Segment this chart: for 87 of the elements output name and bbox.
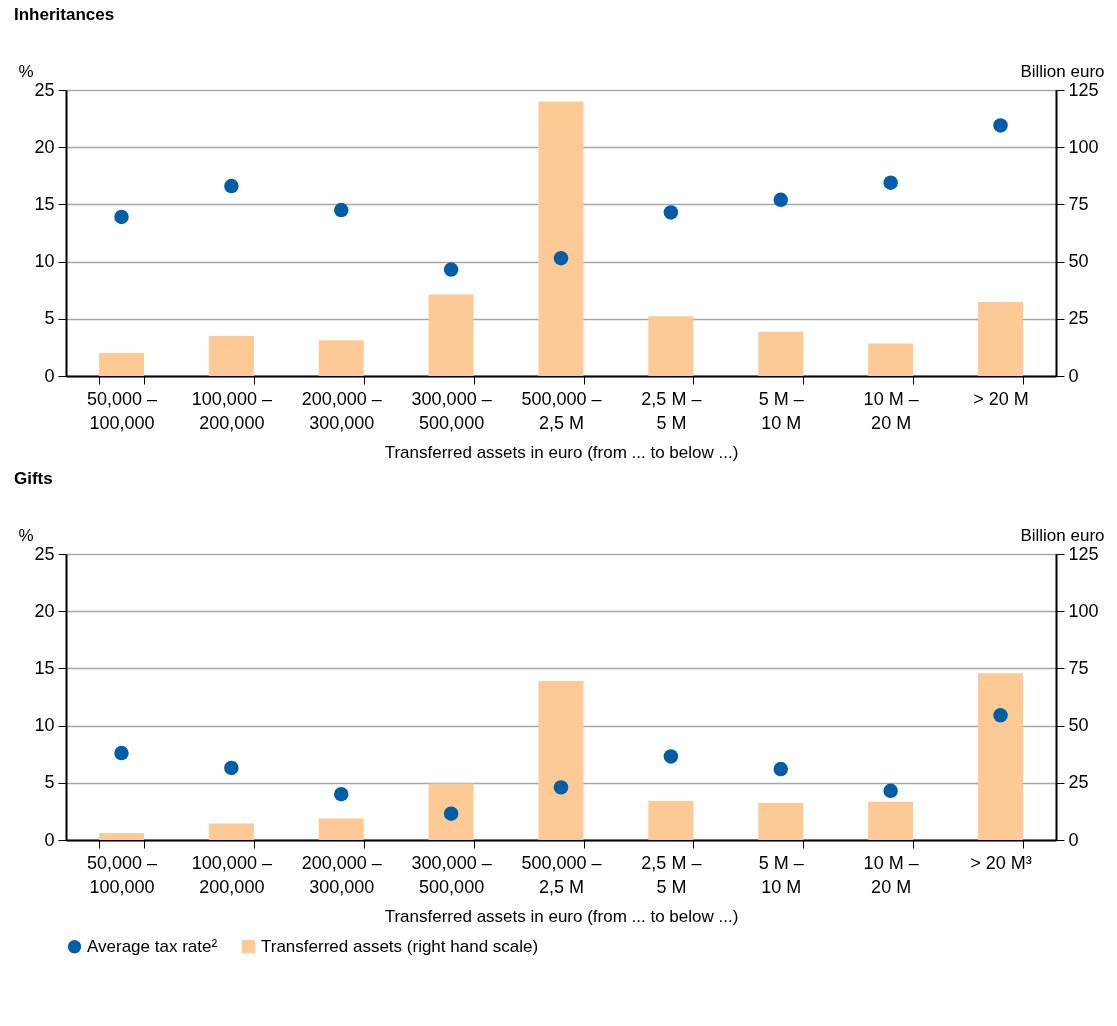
point xyxy=(663,205,679,220)
y2-tick-label: 25 xyxy=(1068,308,1089,329)
point xyxy=(993,708,1008,723)
x-tick-label: 2,5 M – 5 M xyxy=(641,852,702,897)
x-tick-label: > 20 M³ xyxy=(970,852,1032,873)
x-axis-title: Transferred assets in euro (from ... to below ...) xyxy=(384,442,739,462)
y-tick-label: 0 xyxy=(44,829,55,850)
legend-label: Average tax rate² xyxy=(87,936,218,956)
point xyxy=(224,760,239,776)
bar xyxy=(977,673,1024,840)
point xyxy=(993,118,1008,133)
x-tick-label: 500,000 – 2,5 M xyxy=(521,852,602,897)
y-tick-label: 25 xyxy=(34,79,55,100)
x-tick-label: 50,000 – 100,000 xyxy=(86,852,158,897)
point xyxy=(334,202,349,218)
x-tick-label: 5 M – 10 M xyxy=(758,388,804,433)
y-tick-label: 10 xyxy=(34,715,55,736)
point xyxy=(334,787,349,802)
y-axis-title: % xyxy=(18,525,34,545)
x-tick-label: 200,000 – 300,000 xyxy=(301,388,382,433)
y-axis-title: % xyxy=(18,61,34,81)
y-tick-label: 0 xyxy=(44,365,55,386)
x-tick-label: 300,000 – 500,000 xyxy=(411,852,492,897)
bar xyxy=(758,802,804,840)
legend-label: Transferred assets (right hand scale) xyxy=(261,936,539,956)
bar xyxy=(428,294,474,376)
point xyxy=(883,783,898,799)
y2-tick-label: 50 xyxy=(1068,715,1089,736)
bar xyxy=(428,783,474,840)
y2-tick-label: 100 xyxy=(1068,136,1099,157)
bar xyxy=(648,800,694,840)
bar xyxy=(758,331,804,376)
point xyxy=(773,761,788,777)
point xyxy=(114,209,129,225)
bar xyxy=(318,340,364,376)
point xyxy=(114,745,129,761)
bar xyxy=(98,353,145,376)
x-tick-label: 2,5 M – 5 M xyxy=(641,388,702,433)
y-tick-label: 20 xyxy=(34,600,55,621)
point xyxy=(224,178,239,194)
x-tick-label: > 20 M xyxy=(973,388,1029,409)
y-tick-label: 15 xyxy=(34,193,55,214)
x-tick-label: 10 M – 20 M xyxy=(863,852,919,897)
point xyxy=(773,192,788,208)
bar xyxy=(648,316,694,376)
point xyxy=(443,262,459,277)
bar xyxy=(98,832,145,840)
y2-axis-title: Billion euro xyxy=(1020,525,1105,545)
y2-tick-label: 50 xyxy=(1068,251,1089,272)
point xyxy=(553,780,569,795)
x-tick-label: 100,000 – 200,000 xyxy=(191,852,272,897)
x-axis-title: Transferred assets in euro (from ... to below ...) xyxy=(384,906,739,926)
y-tick-label: 25 xyxy=(34,543,55,564)
point xyxy=(663,749,679,764)
y2-tick-label: 125 xyxy=(1068,79,1099,100)
y2-tick-label: 125 xyxy=(1068,543,1099,564)
bar xyxy=(868,801,914,840)
y2-tick-label: 0 xyxy=(1068,365,1079,386)
x-tick-label: 50,000 – 100,000 xyxy=(86,388,158,433)
bar xyxy=(977,302,1024,376)
y-tick-label: 10 xyxy=(34,251,55,272)
bar xyxy=(538,101,584,376)
bar xyxy=(208,335,254,376)
x-tick-label: 5 M – 10 M xyxy=(758,852,804,897)
x-tick-label: 100,000 – 200,000 xyxy=(191,388,272,433)
x-tick-label: 500,000 – 2,5 M xyxy=(521,388,602,433)
y2-tick-label: 100 xyxy=(1068,600,1099,621)
y2-axis-title: Billion euro xyxy=(1020,61,1105,81)
y-tick-label: 5 xyxy=(44,308,55,329)
bar xyxy=(318,818,364,840)
y2-tick-label: 75 xyxy=(1068,657,1089,678)
bar xyxy=(538,680,584,840)
chart-title: Inheritances xyxy=(14,5,115,24)
y2-tick-label: 0 xyxy=(1068,829,1079,850)
x-tick-label: 300,000 – 500,000 xyxy=(411,388,492,433)
point xyxy=(553,250,569,266)
y2-tick-label: 25 xyxy=(1068,772,1089,793)
x-tick-label: 10 M – 20 M xyxy=(863,388,919,433)
y2-tick-label: 75 xyxy=(1068,193,1089,214)
point xyxy=(883,175,898,190)
y-tick-label: 5 xyxy=(44,772,55,793)
chart-title: Gifts xyxy=(14,469,53,488)
y-tick-label: 15 xyxy=(34,657,55,678)
y-tick-label: 20 xyxy=(34,136,55,157)
bar xyxy=(868,343,914,376)
bar xyxy=(208,823,254,840)
x-tick-label: 200,000 – 300,000 xyxy=(301,852,382,897)
